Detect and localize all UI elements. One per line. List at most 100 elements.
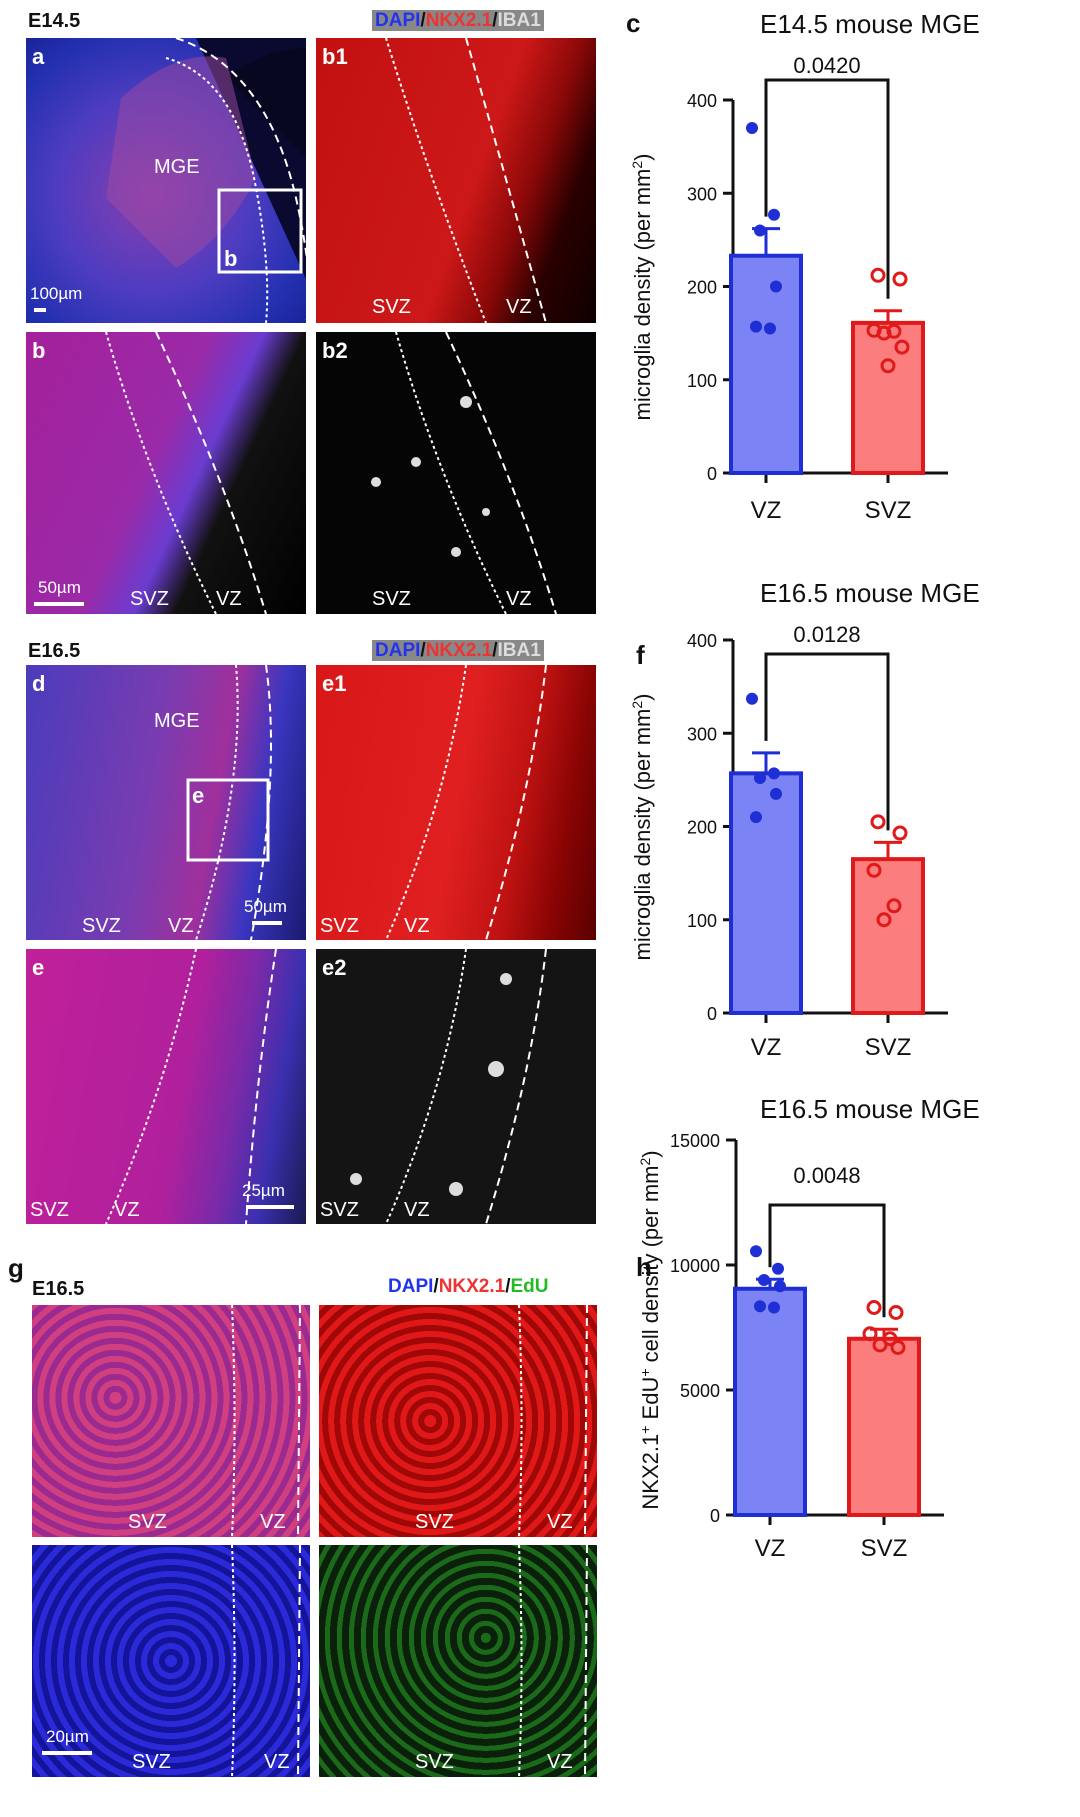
y-tick-label: 0	[710, 1506, 720, 1526]
scalebar-label-b: 50µm	[38, 578, 81, 597]
micrograph-e-overlay	[105, 949, 277, 1224]
legend-nkx: NKX2.1	[438, 1276, 506, 1297]
label-svz: SVZ	[372, 296, 411, 318]
y-tick-label: 400	[687, 91, 717, 111]
legend-sep: /	[492, 640, 498, 661]
bar-chart-h: E16.5 mouse MGE 0 5000 10000 15000 VZ SVZ 0.004…	[637, 1094, 980, 1562]
data-point-vz	[768, 1301, 780, 1314]
micrograph-g-edu: SVZ VZ	[319, 1545, 597, 1777]
panel-letter-d: d	[32, 671, 46, 696]
y-tick-label: 200	[687, 278, 717, 298]
scalebar-e	[246, 1205, 294, 1209]
micrograph-e1: e1 SVZ VZ	[316, 665, 596, 940]
inset-box-label-e: e	[192, 783, 205, 808]
y-tick-label: 0	[707, 464, 717, 484]
label-svz: SVZ	[128, 1511, 167, 1533]
data-point-vz	[772, 1262, 784, 1275]
label-vz: VZ	[506, 588, 532, 610]
data-point-vz	[750, 1245, 762, 1258]
y-axis-label-superscript: +	[637, 1426, 653, 1434]
micrograph-g-merge: SVZ VZ	[32, 1305, 310, 1537]
data-point-vz	[750, 811, 762, 824]
y-tick-label: 100	[687, 911, 717, 931]
data-point-vz	[754, 224, 766, 237]
scalebar-d	[252, 921, 282, 925]
panel-letter-b: b	[32, 338, 46, 363]
y-axis-label-superscript: 2	[637, 1158, 653, 1166]
data-point-svz	[876, 912, 892, 928]
chart-title: E14.5 mouse MGE	[760, 9, 980, 39]
scalebar-label-e: 25µm	[242, 1181, 285, 1200]
legend-iba1: IBA1	[497, 10, 541, 31]
data-point-svz	[872, 1337, 888, 1353]
y-axis-label-superscript: +	[637, 1368, 653, 1376]
y-axis-label: NKX2.1+ EdU+ cell density (per mm2)	[637, 1150, 663, 1509]
legend-iba1: IBA1	[497, 640, 541, 661]
channel-legend-row3: DAPI/NKX2.1/EdU	[388, 1276, 549, 1298]
data-point-svz	[862, 1326, 878, 1342]
chart-title: E16.5 mouse MGE	[760, 578, 980, 608]
y-tick-label: 15000	[670, 1131, 720, 1151]
y-axis-label: microglia density (per mm2)	[629, 154, 655, 421]
y-axis-label-part: NKX2.1	[638, 1434, 663, 1510]
y-axis-label: microglia density (per mm2)	[629, 694, 655, 961]
data-point-vz	[746, 692, 758, 705]
scalebar-g	[42, 1751, 92, 1755]
data-point-svz	[886, 898, 902, 914]
micrograph-g-nkx-overlay	[518, 1305, 588, 1537]
legend-sep: /	[505, 1276, 511, 1297]
significance-bracket	[764, 652, 890, 831]
bar-vz	[729, 253, 803, 475]
panel-letter-e: e	[32, 955, 45, 980]
panel-letter-c: c	[626, 8, 641, 38]
x-category-label: SVZ	[865, 497, 912, 524]
y-axis-label-part: cell density (per mm	[638, 1166, 663, 1369]
channel-legend-row1: DAPI/NKX2.1/IBA1	[372, 10, 544, 32]
label-vz: VZ	[404, 915, 430, 937]
data-point-vz	[754, 1300, 766, 1313]
y-axis-label-part: microglia density (per mm	[630, 709, 655, 961]
bar-vz	[733, 1286, 807, 1517]
data-point-svz	[880, 358, 896, 374]
legend-edu: EdU	[510, 1276, 549, 1297]
micrograph-d: d MGE e SVZ VZ 50µm	[26, 665, 306, 940]
micrograph-b2-overlay	[371, 332, 557, 614]
micrograph-e: e SVZ VZ 25µm	[26, 949, 306, 1224]
label-vz: VZ	[547, 1511, 573, 1533]
micrograph-g-dapi: 20µm SVZ VZ	[32, 1545, 310, 1777]
significance-bracket	[768, 1203, 886, 1318]
y-tick-label: 5000	[680, 1381, 720, 1401]
data-point-svz	[892, 271, 908, 287]
p-value-label: 0.0420	[793, 53, 860, 78]
stage-label-e16: E16.5	[28, 640, 81, 662]
inset-box-label-b: b	[224, 246, 238, 271]
data-point-vz	[764, 322, 776, 335]
bar-svz	[851, 857, 925, 1016]
y-tick-label: 0	[707, 1004, 717, 1024]
bar-vz	[729, 771, 803, 1015]
legend-sep: /	[420, 640, 426, 661]
label-vz: VZ	[114, 1199, 140, 1221]
micrograph-g-merge-overlay	[231, 1305, 301, 1537]
data-point-svz	[886, 323, 902, 339]
x-category-label: SVZ	[865, 1034, 912, 1061]
panel-letter-e2: e2	[322, 955, 347, 980]
data-point-vz	[758, 1274, 770, 1286]
data-point-vz	[770, 787, 782, 800]
bar-svz	[847, 1336, 921, 1517]
data-point-svz	[888, 1305, 904, 1320]
p-value-label: 0.0128	[793, 622, 860, 647]
micrograph-b-overlay	[105, 332, 267, 614]
legend-dapi: DAPI	[388, 1276, 434, 1297]
legend-nkx: NKX2.1	[425, 10, 493, 31]
label-svz: SVZ	[30, 1199, 69, 1221]
y-axis-label-superscript: 2	[629, 161, 645, 169]
legend-dapi: DAPI	[375, 640, 421, 661]
channel-legend-row2: DAPI/NKX2.1/IBA1	[372, 640, 544, 662]
label-vz: VZ	[547, 1751, 573, 1773]
data-point-svz	[892, 825, 908, 841]
x-category-label: SVZ	[861, 1535, 908, 1562]
legend-sep: /	[420, 10, 426, 31]
y-axis-label-part: )	[638, 1150, 663, 1157]
micrograph-b1-overlay	[385, 38, 547, 323]
